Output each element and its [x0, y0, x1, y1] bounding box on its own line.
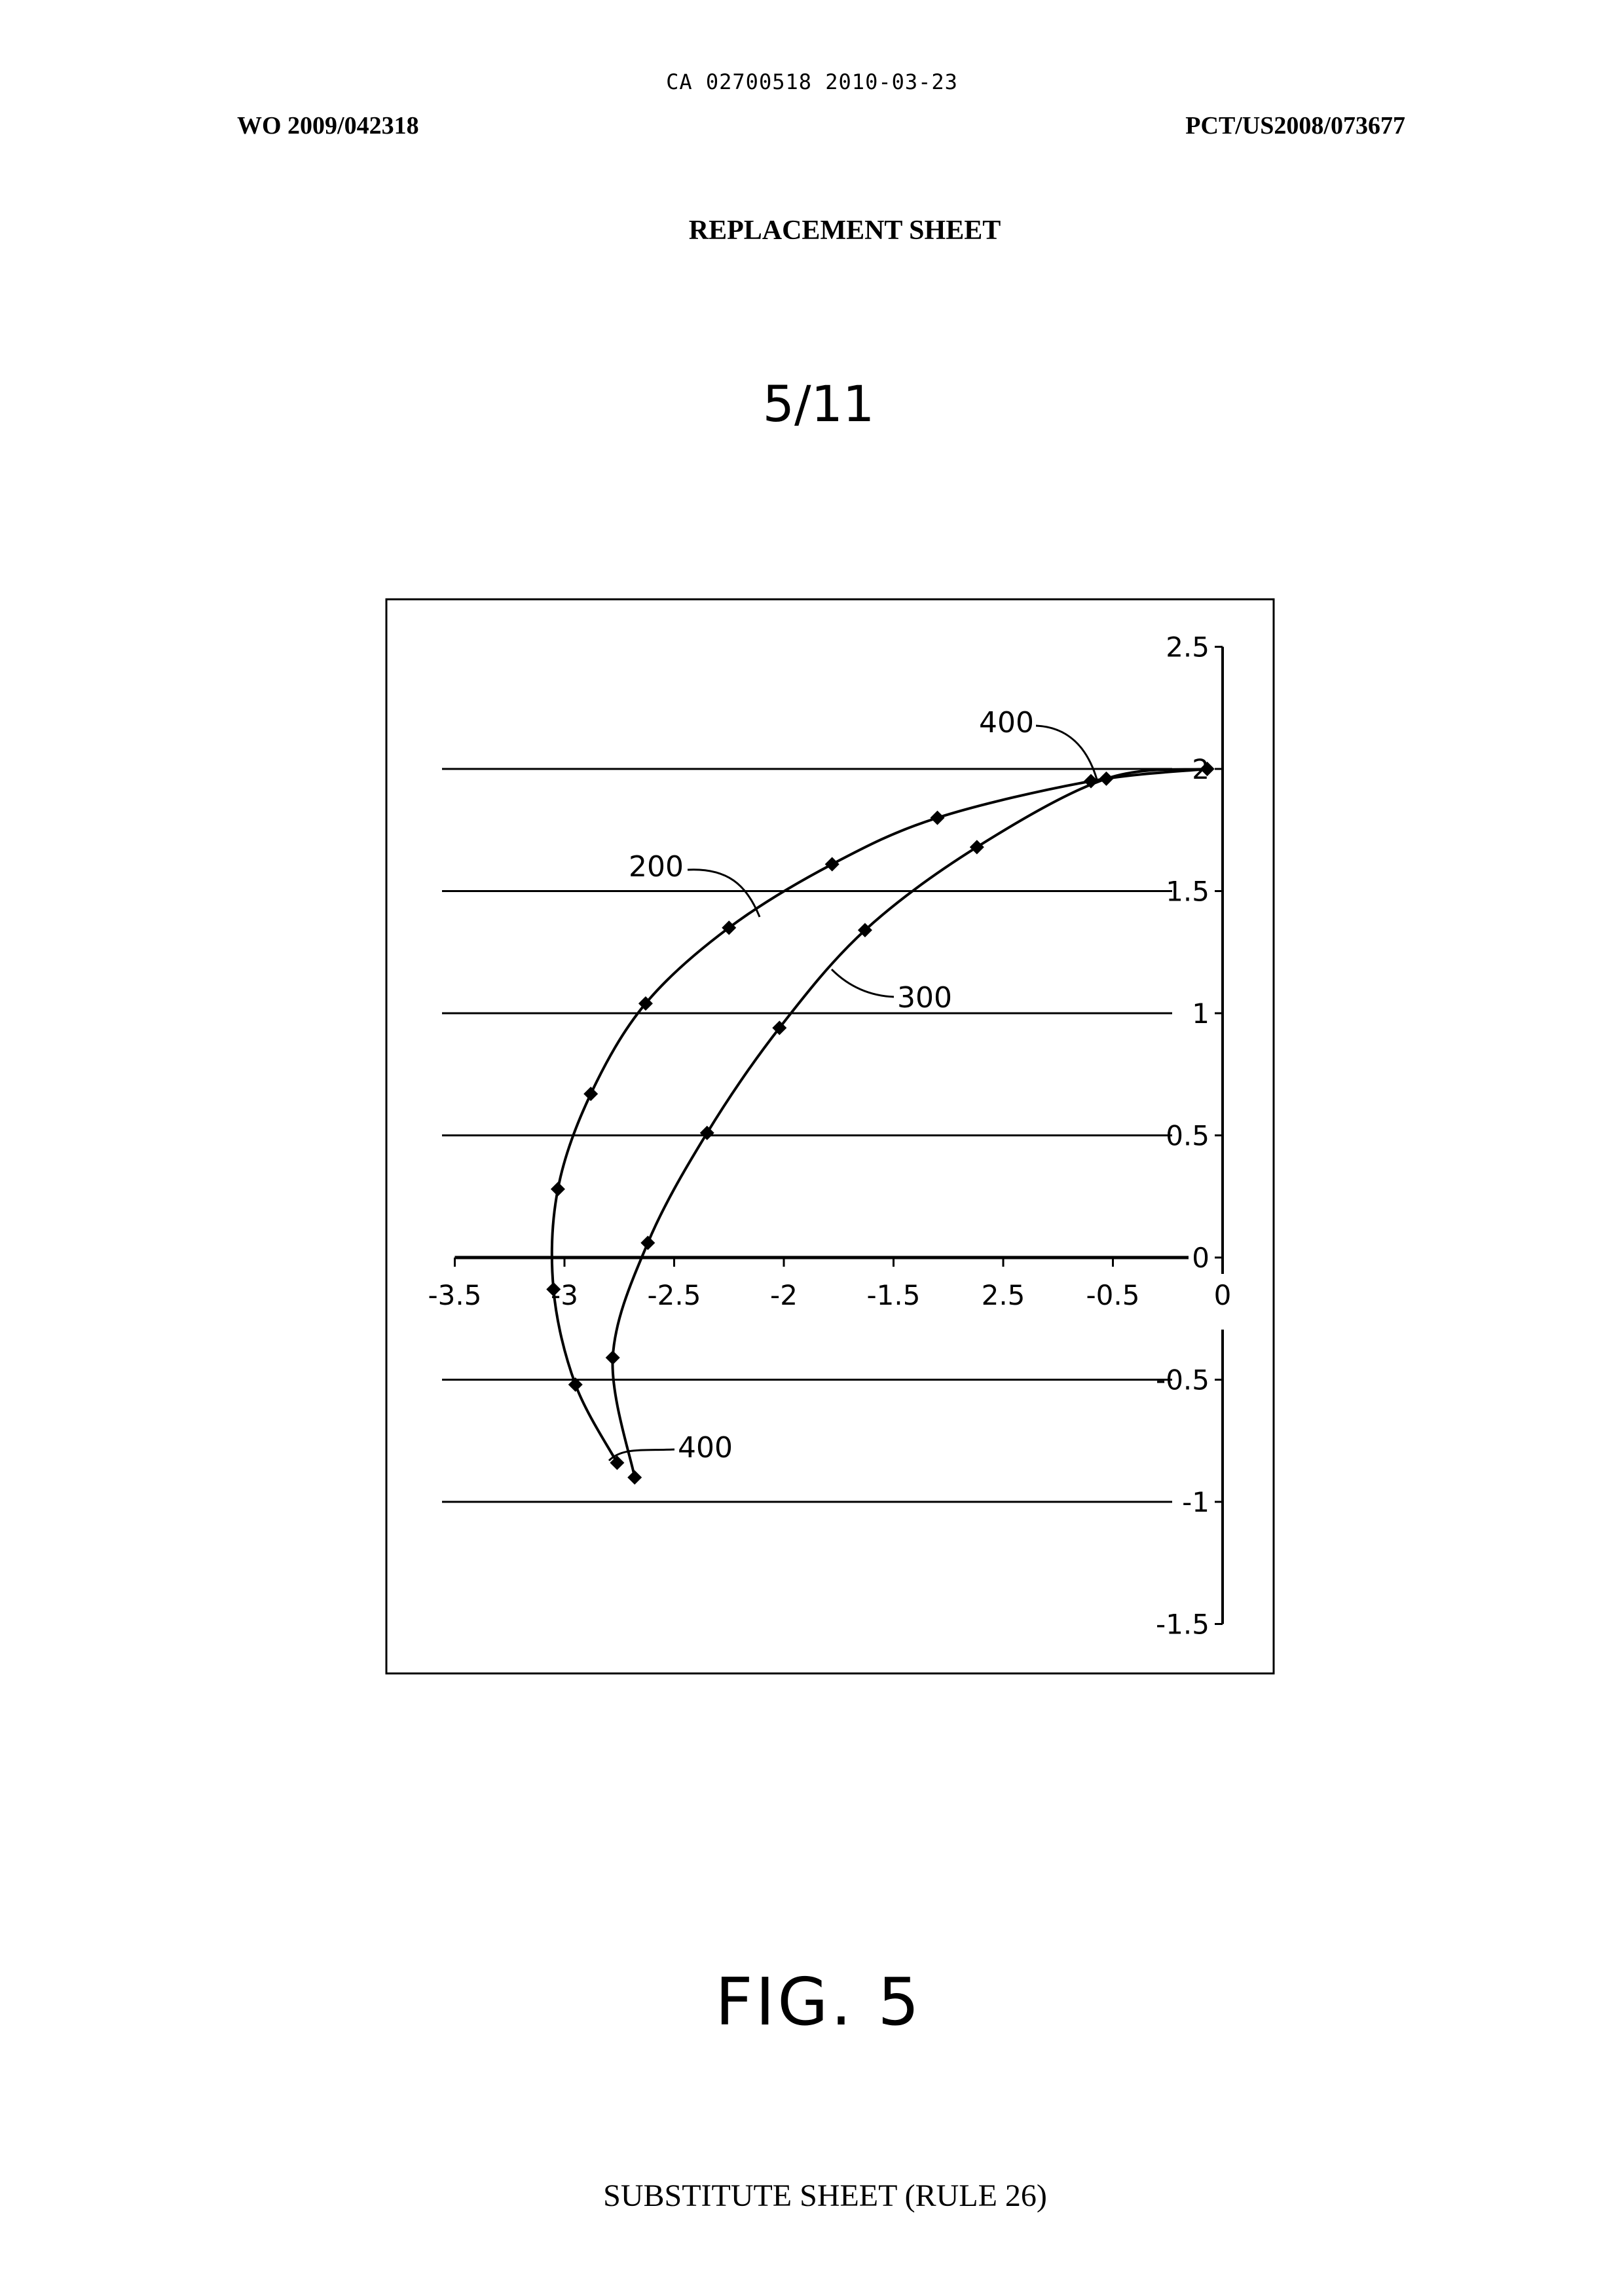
- data-point: [970, 840, 984, 854]
- data-point: [640, 1236, 655, 1250]
- data-point: [825, 857, 840, 871]
- grid-lines: [442, 769, 1223, 1502]
- x-tick-label: -3.5: [428, 1279, 482, 1311]
- x-tick-label: -2.5: [648, 1279, 701, 1311]
- y-tick-label: 0.5: [1166, 1120, 1209, 1152]
- data-point: [583, 1087, 598, 1101]
- x-tick-label: 0: [1214, 1279, 1232, 1311]
- reference-numeral: 300: [897, 981, 952, 1015]
- data-point: [551, 1182, 565, 1197]
- y-tick-label: 1.5: [1166, 876, 1209, 908]
- leader-line: [688, 870, 760, 917]
- series-line-300: [612, 769, 1207, 1478]
- substitute-sheet-footer: SUBSTITUTE SHEET (RULE 26): [0, 2178, 1624, 2214]
- data-point: [1099, 772, 1113, 786]
- y-tick-label: -1: [1182, 1486, 1209, 1518]
- x-tick-label: -1.5: [867, 1279, 921, 1311]
- x-tick-label: 2.5: [982, 1279, 1025, 1311]
- y-tick-label: -0.5: [1156, 1364, 1209, 1396]
- data-point: [931, 811, 945, 825]
- data-point: [700, 1126, 714, 1140]
- data-point: [606, 1351, 620, 1365]
- reference-numeral: 400: [979, 706, 1034, 739]
- reference-numeral: 400: [678, 1431, 733, 1465]
- reference-numeral: 200: [629, 850, 684, 884]
- leader-line: [1036, 726, 1097, 779]
- y-tick-label: 0: [1192, 1242, 1209, 1274]
- x-tick-label: -2: [770, 1279, 798, 1311]
- y-tick-label: 2.5: [1166, 631, 1209, 663]
- figure-label: FIG. 5: [0, 1964, 1624, 2040]
- y-tick-label: -1.5: [1156, 1609, 1209, 1641]
- leader-line: [832, 969, 894, 997]
- data-point: [627, 1470, 642, 1485]
- y-tick-label: 1: [1192, 998, 1209, 1030]
- x-tick-label: -0.5: [1086, 1279, 1140, 1311]
